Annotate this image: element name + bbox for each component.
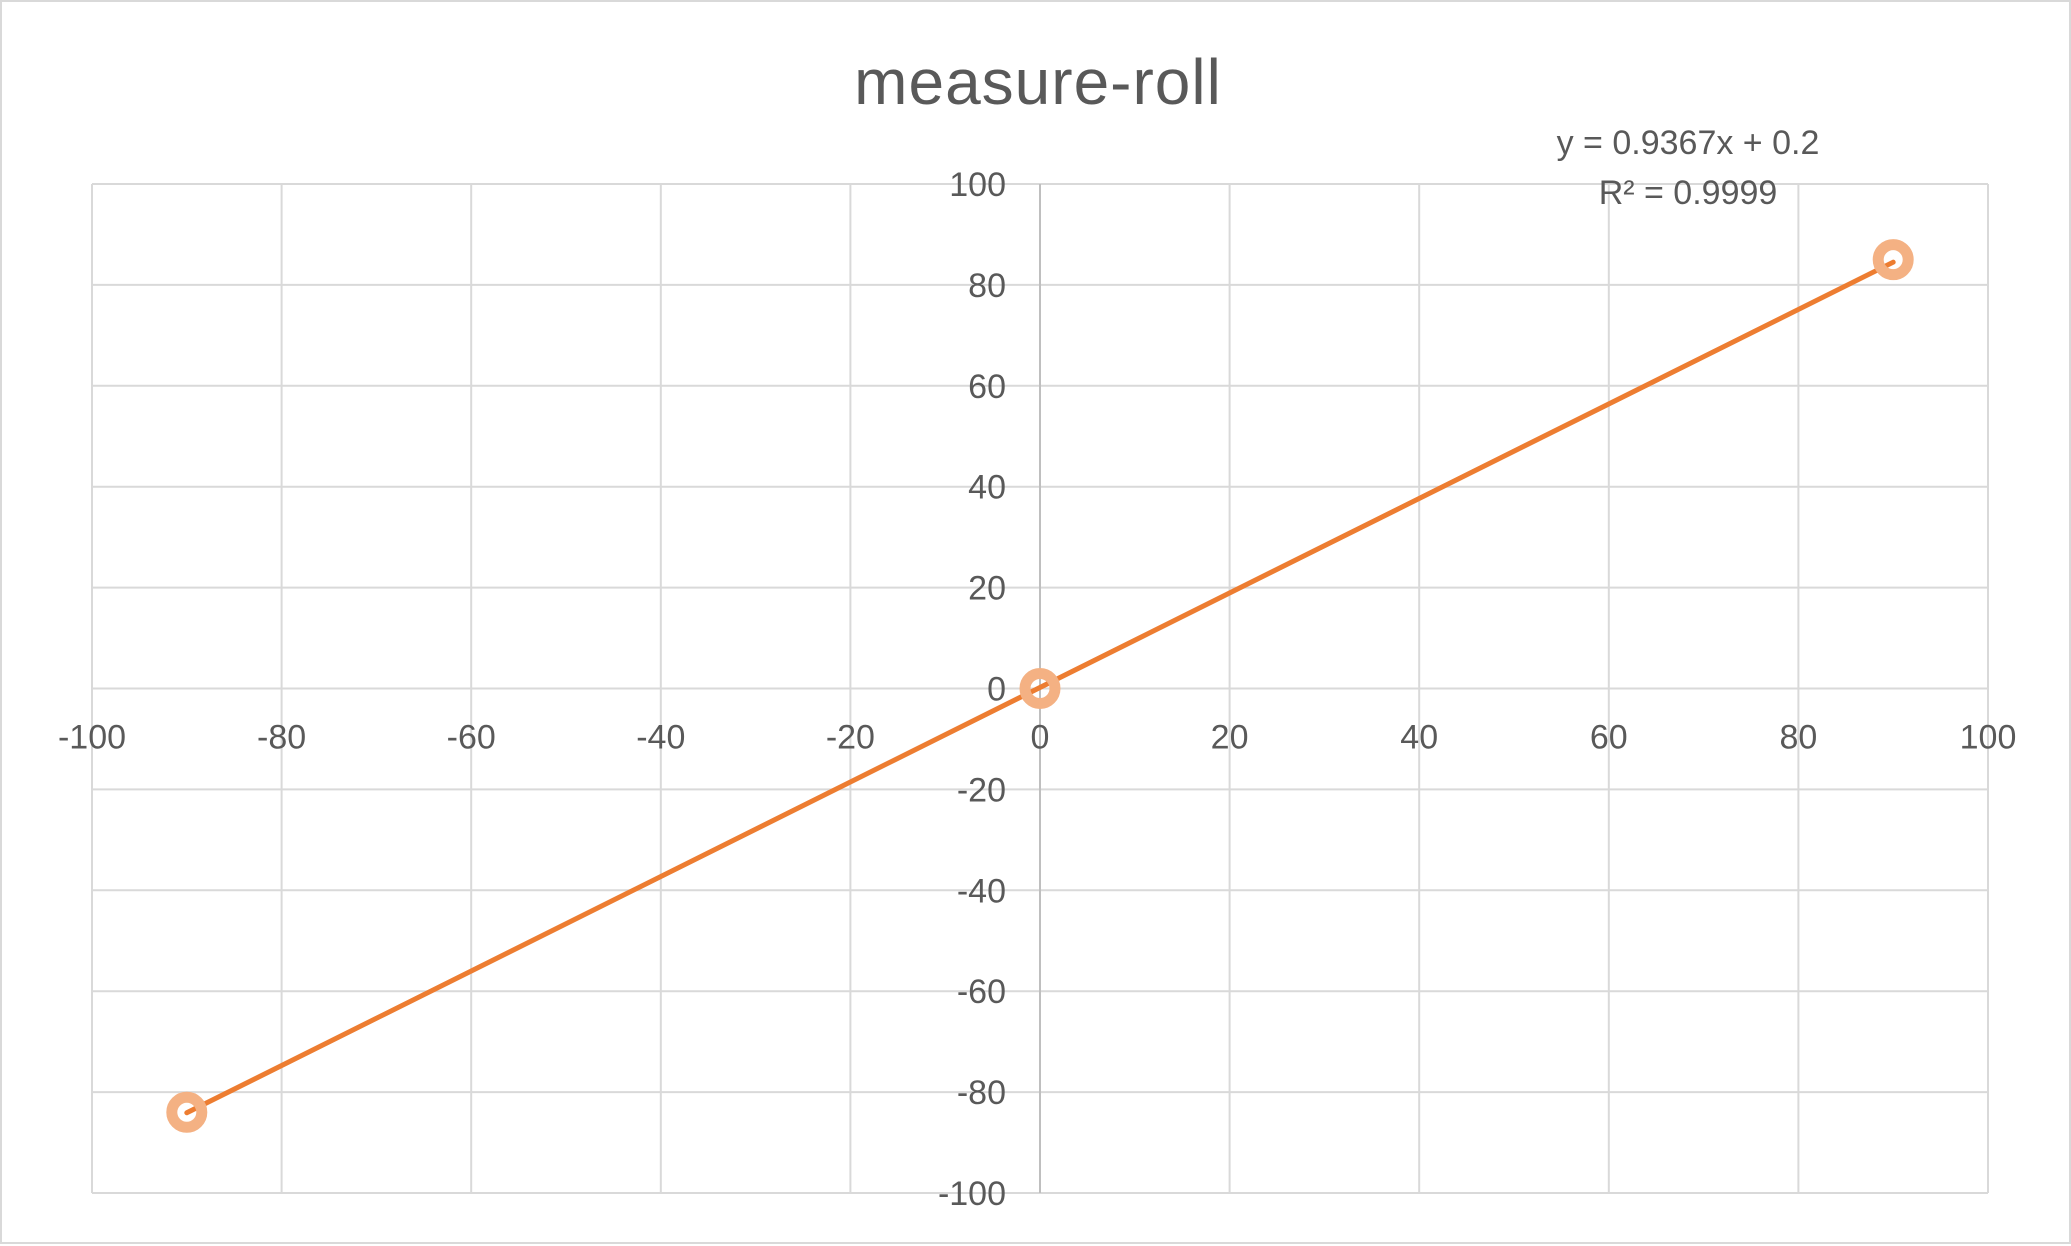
y-tick-label: 60 [968, 368, 1006, 406]
y-tick-label: -60 [957, 973, 1006, 1011]
y-tick-label: -100 [938, 1175, 1006, 1213]
chart-title: measure-roll [854, 46, 1222, 118]
data-point [1872, 239, 1914, 281]
y-tick-label: 20 [968, 570, 1006, 608]
trendline [184, 259, 1896, 1116]
x-tick-label: -80 [257, 719, 306, 757]
tick-labels: -100 -80 -60 -40 -20 0 20 40 60 80 100 100 80 60 40 20 0… [58, 166, 2016, 1213]
y-tick-label: 100 [949, 166, 1006, 204]
y-tick-label: 40 [968, 469, 1006, 507]
data-point [166, 1091, 208, 1133]
x-tick-label: 100 [1960, 719, 2017, 757]
x-tick-label: -40 [636, 719, 685, 757]
x-tick-label: -20 [826, 719, 875, 757]
x-tick-label: -60 [447, 719, 496, 757]
y-tick-label: -80 [957, 1074, 1006, 1112]
trendline-equation-label: y = 0.9367x + 0.2 [1557, 124, 1820, 162]
y-tick-label: -20 [957, 771, 1006, 809]
data-point [1019, 668, 1061, 709]
x-tick-label: 80 [1779, 719, 1817, 757]
y-tick-label: 80 [968, 267, 1006, 305]
data-points [166, 239, 1914, 1133]
trendline-layer [184, 259, 1896, 1116]
trendline-r2-label: R² = 0.9999 [1599, 174, 1778, 212]
x-tick-label: 40 [1400, 719, 1438, 757]
x-tick-label: 0 [1031, 719, 1050, 757]
x-tick-label: 60 [1590, 719, 1628, 757]
y-tick-label: -40 [957, 872, 1006, 910]
x-tick-label: 20 [1211, 719, 1249, 757]
x-tick-label: -100 [58, 719, 126, 757]
y-tick-label: 0 [987, 671, 1006, 709]
